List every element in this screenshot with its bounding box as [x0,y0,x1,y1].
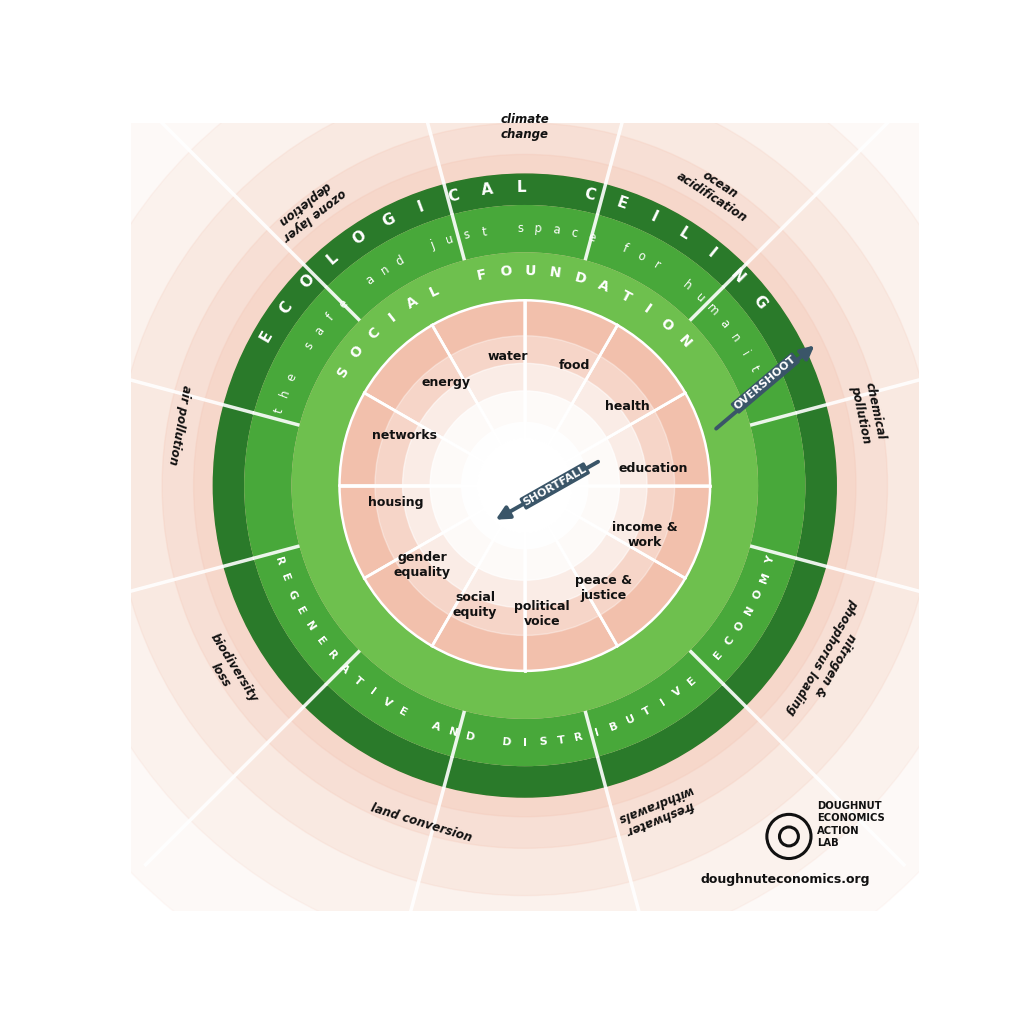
Wedge shape [524,325,685,485]
Text: N: N [447,726,459,738]
Text: S: S [539,736,547,748]
Text: land conversion: land conversion [370,802,474,845]
Text: health: health [605,400,650,413]
Text: O: O [751,589,764,601]
Text: doughnuteconomics.org: doughnuteconomics.org [700,873,869,887]
Text: h: h [278,388,292,399]
Text: energy: energy [421,376,470,389]
Circle shape [194,155,856,817]
Text: L: L [428,283,441,299]
Text: C: C [582,186,596,203]
Text: V: V [381,696,393,709]
Text: T: T [618,288,634,305]
Text: I: I [658,697,667,708]
Text: N: N [675,333,693,351]
Text: j: j [429,239,436,252]
Text: G: G [286,589,299,601]
Text: E: E [712,649,724,662]
Wedge shape [340,485,524,579]
Text: F: F [475,267,487,284]
Text: a: a [364,273,377,288]
Text: E: E [397,706,409,718]
Text: u: u [444,232,455,247]
Text: e: e [336,297,350,311]
Text: R: R [326,649,338,662]
Text: A: A [596,278,611,295]
Text: C: C [366,325,382,342]
Circle shape [162,123,888,848]
Text: T: T [556,734,565,745]
Wedge shape [524,485,710,579]
Text: s: s [517,222,523,236]
Wedge shape [432,300,524,485]
Wedge shape [524,393,710,485]
Text: I: I [386,310,398,324]
Wedge shape [524,485,617,671]
Text: O: O [350,227,370,248]
Wedge shape [365,325,524,485]
Text: T: T [351,675,364,687]
Text: y: y [754,379,769,391]
Text: political
voice: political voice [514,600,569,628]
Text: t: t [481,225,488,239]
Text: R: R [273,555,285,566]
Text: V: V [672,686,684,698]
Text: networks: networks [373,429,437,442]
Text: I: I [593,727,600,737]
Text: d: d [394,253,407,268]
Text: N: N [727,266,746,286]
Text: I: I [368,687,377,697]
Text: O: O [298,271,317,292]
Text: housing: housing [369,496,424,509]
Circle shape [245,206,805,766]
Text: E: E [258,329,275,345]
Text: A: A [480,182,494,198]
Text: U: U [625,714,637,726]
Text: A: A [338,662,351,675]
Text: R: R [573,731,584,742]
Text: D: D [502,736,512,748]
Text: education: education [618,462,688,475]
Wedge shape [340,393,524,485]
Wedge shape [524,485,685,646]
Circle shape [340,300,710,671]
Wedge shape [365,485,524,646]
Text: N: N [549,265,562,282]
Text: C: C [276,299,295,316]
Text: water: water [487,350,528,364]
Text: C: C [723,635,736,647]
Text: e: e [586,230,597,245]
Text: A: A [430,721,441,733]
Text: O: O [657,315,676,334]
Text: e: e [285,371,299,383]
Text: chemical
pollution: chemical pollution [848,381,888,444]
Wedge shape [524,300,617,485]
Text: s: s [302,340,316,351]
Text: T: T [641,706,652,718]
Text: E: E [614,196,630,213]
Text: N: N [303,620,316,633]
Text: U: U [525,264,537,279]
Text: m: m [705,302,722,318]
Text: L: L [676,224,692,243]
Text: s: s [463,228,471,242]
Text: M: M [758,571,771,585]
Text: I: I [416,199,426,214]
Text: a: a [552,223,560,238]
Circle shape [402,364,647,608]
Text: freshwater
withdrawals: freshwater withdrawals [613,782,698,839]
Text: climate
change: climate change [501,113,549,141]
Text: I: I [705,246,719,261]
Text: n: n [378,262,391,278]
Text: ocean
acidification: ocean acidification [674,158,758,225]
Text: D: D [572,270,587,287]
Text: c: c [569,226,579,241]
Text: Y: Y [765,555,776,566]
Text: o: o [635,249,647,264]
Circle shape [51,12,997,958]
Text: E: E [279,572,291,584]
Circle shape [477,438,572,532]
Text: I: I [523,737,526,748]
Wedge shape [432,485,524,671]
